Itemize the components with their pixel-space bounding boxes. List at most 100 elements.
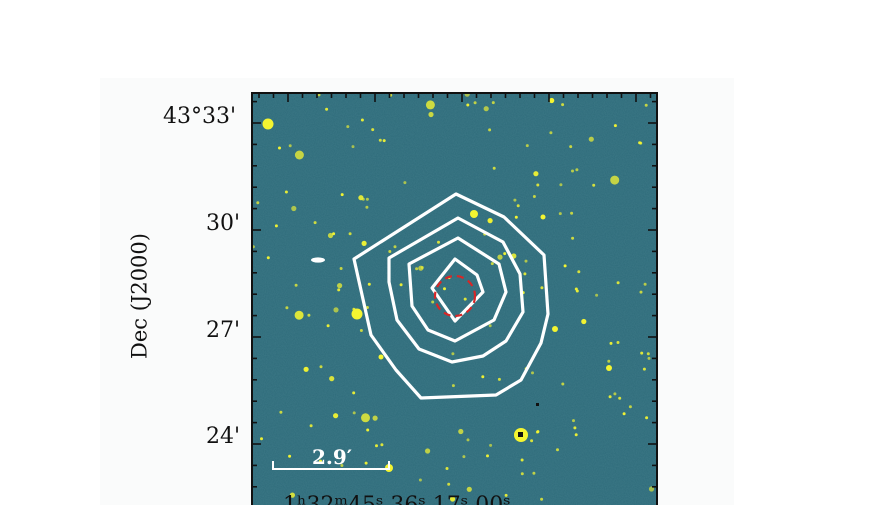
star [339,267,343,270]
star [317,93,321,97]
star [473,101,477,105]
star [375,444,378,448]
star [561,103,565,107]
star [371,128,375,132]
star [348,232,352,236]
star [525,144,529,148]
axis-frame [251,92,658,505]
star [481,375,485,379]
star [489,443,493,447]
star [288,454,292,458]
star [447,482,451,486]
star [380,443,384,447]
star [319,459,322,463]
star [530,439,534,443]
star [367,282,371,286]
star [488,324,492,328]
star [492,166,496,170]
star [285,306,289,310]
star [443,287,446,291]
star [340,464,344,467]
x-tick-labels-cropped: 1ʰ32ᵐ45ˢ 36ˢ 17ˢ 00ˢ [283,493,511,518]
star [556,448,559,452]
scale-bar-label: 2.9′ [312,445,353,469]
star [278,146,281,150]
star [359,329,363,332]
star [558,212,562,216]
star [365,197,369,201]
star [487,218,493,224]
star [504,493,508,497]
star [360,118,364,122]
bright-star-core [518,432,523,437]
star [466,486,472,492]
star [532,195,536,198]
bright-star [540,214,546,220]
star [418,478,422,482]
star [622,412,626,416]
star [640,351,644,355]
star [352,411,356,415]
star [333,413,339,419]
star [466,438,470,442]
star [595,293,599,297]
star [294,283,298,287]
star [559,183,563,187]
star [437,240,440,244]
star [284,190,288,194]
bright-star [262,118,274,130]
axis-ticks [252,93,657,488]
white-streak [311,257,325,263]
star [588,136,594,142]
star [531,371,534,375]
star [325,107,329,111]
star [319,365,323,369]
contour-second [387,216,525,364]
star [329,376,335,382]
star [365,205,369,209]
star [358,195,364,201]
star [309,424,313,428]
star [340,193,344,197]
bright-star [552,326,558,332]
star [303,366,309,372]
star [399,283,403,287]
star [274,224,278,228]
star [618,396,622,400]
star [609,341,613,345]
star [351,145,355,149]
star [333,307,339,313]
star [450,496,456,502]
star [294,150,304,160]
star [388,250,392,253]
star [575,168,579,172]
star [361,413,370,423]
star [645,416,649,420]
star [639,290,643,294]
star [540,497,544,501]
y-tick-label-30: 30' [206,211,241,236]
star [497,254,503,260]
star [572,419,575,423]
star [337,283,343,289]
star [486,454,489,458]
star [393,245,397,249]
star [445,467,449,470]
star [403,181,407,185]
star [420,266,424,269]
star [570,211,574,215]
star [648,486,655,492]
star [346,125,350,129]
star [646,352,650,356]
star [361,240,367,246]
star [581,318,587,325]
star [563,264,567,268]
star [574,433,578,437]
star [366,428,370,432]
star [647,356,651,360]
star [488,128,492,132]
star [608,395,612,399]
star [279,410,283,414]
sky-noise [251,92,658,505]
y-tick-label-33: 43°33' [163,104,237,129]
